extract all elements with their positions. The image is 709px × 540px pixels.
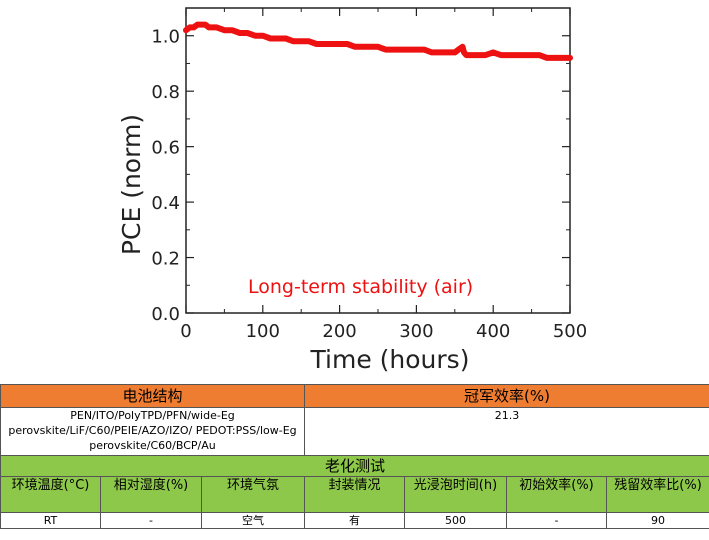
aging-values-row: RT - 空气 有 500 - 90 [0,512,709,529]
pce-stability-chart: 0 100 200 300 400 500 0.0 0.2 0.4 0.6 0.8 1.0 Time (… [117,7,587,374]
table-cell: - [100,512,202,529]
column-header: 封装情况 [304,476,405,513]
efficiency-value: 21.3 [303,407,709,456]
aging-header-row: 老化测试 [0,455,709,477]
x-tick-label: 500 [553,321,587,342]
table-cell: 有 [304,512,405,529]
device-info-table: 电池结构 冠军效率(%) PEN/ITO/PolyTPD/PFN/wide-Eg… [0,384,709,529]
x-tick-label: 200 [322,321,356,342]
y-tick-label: 0.6 [151,138,180,159]
table-cell: 空气 [201,512,305,529]
structure-row: PEN/ITO/PolyTPD/PFN/wide-Eg perovskite/L… [0,407,709,456]
efficiency-header: 冠军效率(%) [303,384,709,408]
y-tick-label: 0.8 [151,82,180,103]
table-header-row: 电池结构 冠军效率(%) [0,384,709,408]
column-header: 残留效率比(%) [605,476,709,513]
table-cell: 90 [605,512,709,529]
y-tick-label: 0.4 [151,193,180,214]
column-header: 环境温度(°C) [0,476,101,513]
column-header: 相对湿度(%) [100,476,202,513]
x-tick-label: 300 [399,321,433,342]
y-tick-label: 1.0 [151,27,180,48]
y-tick-label: 0.2 [151,249,180,270]
table-cell: - [506,512,607,529]
structure-header: 电池结构 [0,384,305,408]
column-header: 初始效率(%) [506,476,607,513]
aging-header: 老化测试 [0,455,709,477]
x-tick-label: 100 [246,321,280,342]
x-tick-label: 0 [180,321,191,342]
x-tick-label: 400 [476,321,510,342]
chart-annotation: Long-term stability (air) [248,276,473,298]
series-line [183,21,573,61]
column-header: 环境气氛 [201,476,305,513]
y-axis-label: PCE (norm) [117,114,146,255]
column-header: 光浸泡时间(h) [404,476,507,513]
table-cell: RT [0,512,101,529]
structure-value: PEN/ITO/PolyTPD/PFN/wide-Eg perovskite/L… [0,407,305,456]
x-axis-label: Time (hours) [310,345,470,374]
y-tick-label: 0.0 [151,304,180,325]
chart-svg: 0 100 200 300 400 500 0.0 0.2 0.4 0.6 0.8 1.0 Time (… [117,7,587,374]
aging-columns-row: 环境温度(°C) 相对湿度(%) 环境气氛 封装情况 光浸泡时间(h) 初始效率… [0,476,709,513]
table-cell: 500 [404,512,507,529]
